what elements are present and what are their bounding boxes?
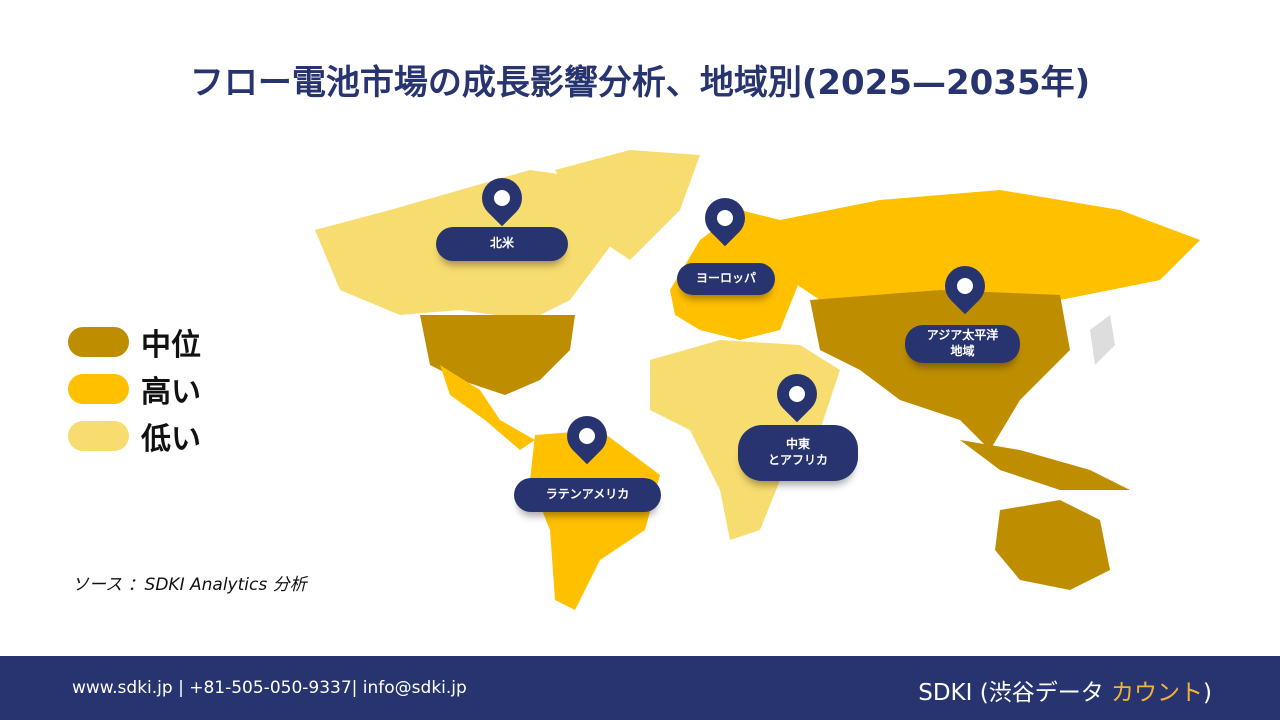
legend-label: 高い (141, 374, 201, 410)
footer: www.sdki.jp | +81-505-050-9337| info@sdk… (0, 656, 1280, 720)
legend-label: 低い (141, 421, 201, 457)
legend-swatch (68, 420, 129, 451)
legend-item-medium: 中位 (68, 318, 201, 365)
australia (995, 500, 1110, 590)
legend-item-high: 高い (68, 365, 201, 412)
contact-info: www.sdki.jp | +81-505-050-9337| info@sdk… (72, 678, 467, 698)
brand-text: SDKI (渋谷データ (918, 680, 1112, 706)
southeast-asia (960, 440, 1130, 490)
region-label-asia-pacific[interactable]: アジア太平洋 地域 (905, 325, 1020, 363)
legend-swatch (68, 373, 129, 404)
usa (420, 315, 575, 395)
brand-logo: SDKI (渋谷データ カウント) (918, 673, 1212, 707)
region-label-north-america[interactable]: 北米 (436, 227, 568, 261)
region-label-latin-america[interactable]: ラテンアメリカ (514, 478, 661, 512)
legend-swatch (68, 326, 129, 357)
brand-accent: カウント (1111, 680, 1204, 706)
world-map (315, 150, 1200, 610)
mexico-central-america (440, 365, 535, 450)
south-america (530, 430, 660, 610)
source-note: ソース ：SDKI Analytics 分析 (72, 575, 307, 595)
legend: 中位 高い 低い (68, 318, 201, 459)
legend-label: 中位 (141, 327, 201, 363)
brand-end: ) (1203, 680, 1212, 706)
region-label-europe[interactable]: ヨーロッパ (677, 263, 775, 295)
region-label-middle-east-africa[interactable]: 中東 とアフリカ (738, 425, 858, 481)
japan (1090, 315, 1115, 365)
asia (810, 290, 1070, 450)
legend-item-low: 低い (68, 412, 201, 459)
greenland (555, 150, 700, 260)
russia (780, 190, 1200, 300)
page-title: フロー電池市場の成長影響分析、地域別(2025—2035年) (189, 63, 1091, 103)
